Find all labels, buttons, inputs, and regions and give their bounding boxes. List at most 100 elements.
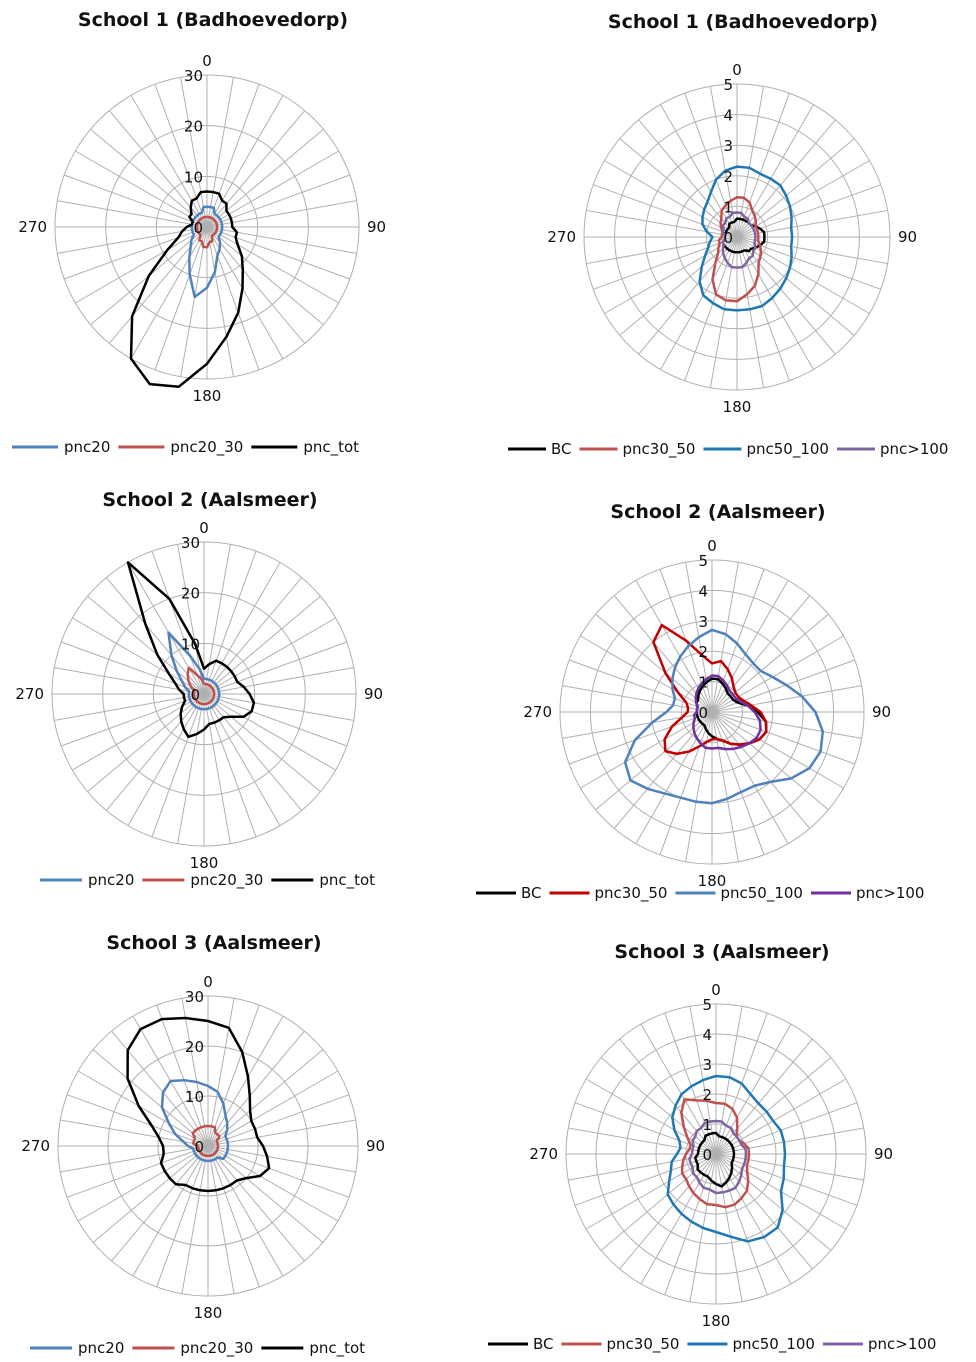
grid-spoke [715, 1153, 864, 1181]
grid-spoke [660, 104, 738, 238]
grid-spoke [203, 693, 354, 721]
series-line-pnc20 [167, 631, 221, 711]
radial-tick-label: 0 [698, 704, 708, 722]
chart-title: School 2 (Aalsmeer) [610, 501, 825, 523]
axis-direction-label: 0 [203, 973, 213, 991]
grid-spoke [206, 226, 357, 254]
radial-tick-label: 10 [181, 635, 200, 653]
grid-spoke [206, 226, 260, 371]
grid-spoke [154, 226, 208, 371]
grid-spoke [203, 617, 336, 695]
series-line-pnc-100 [688, 1119, 748, 1195]
chart-title: School 3 (Aalsmeer) [106, 932, 321, 954]
legend-label: pnc>100 [856, 884, 924, 902]
grid-spoke [684, 236, 738, 381]
series-line-pnc-tot [126, 1016, 271, 1193]
grid-spoke [203, 693, 336, 771]
series-line-pnc50-100 [666, 1074, 787, 1243]
grid-spoke [207, 1070, 339, 1147]
series-line-pnc20-30 [195, 215, 219, 249]
series-line-pnc20 [188, 205, 224, 299]
grid-spoke [203, 641, 348, 695]
axis-direction-label: 180 [193, 387, 222, 405]
grid-spoke [619, 1038, 717, 1155]
grid-spoke [127, 693, 205, 826]
axis-direction-label: 90 [367, 218, 386, 236]
grid-spoke [54, 693, 205, 721]
grid-spoke [75, 226, 208, 304]
radial-tick-label: 4 [698, 582, 708, 600]
legend-label: BC [551, 440, 572, 458]
axis-direction-label: 90 [898, 228, 917, 246]
chart-title: School 1 (Badhoevedorp) [608, 11, 878, 33]
radial-tick-label: 5 [723, 76, 733, 94]
grid-spoke [207, 998, 235, 1147]
legend-label: pnc50_100 [720, 884, 803, 903]
grid-spoke [206, 95, 284, 228]
legend-label: BC [533, 1335, 554, 1353]
grid-spoke [130, 226, 208, 359]
grid-spoke [593, 184, 738, 238]
radial-tick-label: 20 [181, 585, 200, 603]
grid-spoke [736, 236, 888, 265]
grid-spoke [177, 693, 205, 844]
axis-direction-label: 270 [18, 218, 47, 236]
radar-chart-5: School 3 (Aalsmeer)0102030090180270pnc20… [21, 932, 385, 1358]
radial-tick-label: 20 [185, 1038, 204, 1056]
grid-spoke [207, 1145, 350, 1198]
axis-direction-label: 0 [732, 61, 742, 79]
series-line-pnc-tot [129, 190, 245, 388]
legend-label: pnc>100 [880, 440, 948, 458]
radial-tick-label: 0 [190, 686, 200, 704]
grid-spoke [600, 1057, 717, 1155]
legend-label: pnc20_30 [170, 438, 243, 457]
grid-spoke [130, 95, 208, 228]
grid-spoke [206, 226, 339, 304]
grid-spoke [90, 128, 208, 228]
grid-spoke [203, 693, 321, 793]
grid-spoke [63, 174, 208, 228]
grid-spoke [685, 711, 713, 862]
chart-title: School 1 (Badhoevedorp) [78, 9, 348, 31]
grid-spoke [711, 562, 739, 713]
grid-spoke [207, 1119, 356, 1147]
series-line-pnc-100 [721, 211, 757, 269]
grid-spoke [664, 1012, 717, 1155]
radial-tick-label: 30 [184, 67, 203, 85]
grid-spoke [57, 200, 208, 228]
grid-spoke [736, 160, 870, 238]
legend-label: pnc_tot [309, 1339, 365, 1358]
radial-tick-label: 30 [185, 988, 204, 1006]
legend-label: pnc20_30 [180, 1339, 253, 1358]
radial-tick-label: 3 [702, 1056, 712, 1074]
grid-spoke [659, 711, 713, 856]
grid-spoke [203, 693, 231, 844]
grid-spoke [635, 711, 713, 844]
grid-spoke [207, 1145, 339, 1222]
grid-spoke [715, 1153, 832, 1251]
grid-spoke [203, 595, 321, 695]
grid-spoke [207, 1145, 260, 1288]
grid-spoke [92, 1049, 209, 1147]
grid-spoke [736, 119, 836, 238]
grid-spoke [180, 77, 208, 228]
radial-tick-label: 4 [702, 1026, 712, 1044]
series-line-pnc-tot [126, 561, 256, 739]
grid-spoke [151, 693, 205, 838]
chart-title: School 3 (Aalsmeer) [614, 941, 829, 963]
grid-spoke [156, 1145, 209, 1288]
series-line-pnc20-30 [186, 666, 216, 706]
grid-spoke [87, 693, 205, 793]
grid-spoke [181, 1145, 209, 1294]
axis-direction-label: 0 [711, 981, 721, 999]
series-line-bc [694, 1131, 736, 1188]
grid-spoke [207, 1030, 305, 1147]
radar-chart-3: School 2 (Aalsmeer)0102030090180270pnc20… [15, 489, 383, 890]
grid-spoke [715, 1153, 792, 1285]
axis-direction-label: 90 [366, 1137, 385, 1155]
grid-spoke [207, 1145, 284, 1277]
axis-direction-label: 180 [698, 872, 727, 890]
radial-tick-label: 1 [723, 198, 733, 216]
grid-spoke [640, 1023, 717, 1155]
